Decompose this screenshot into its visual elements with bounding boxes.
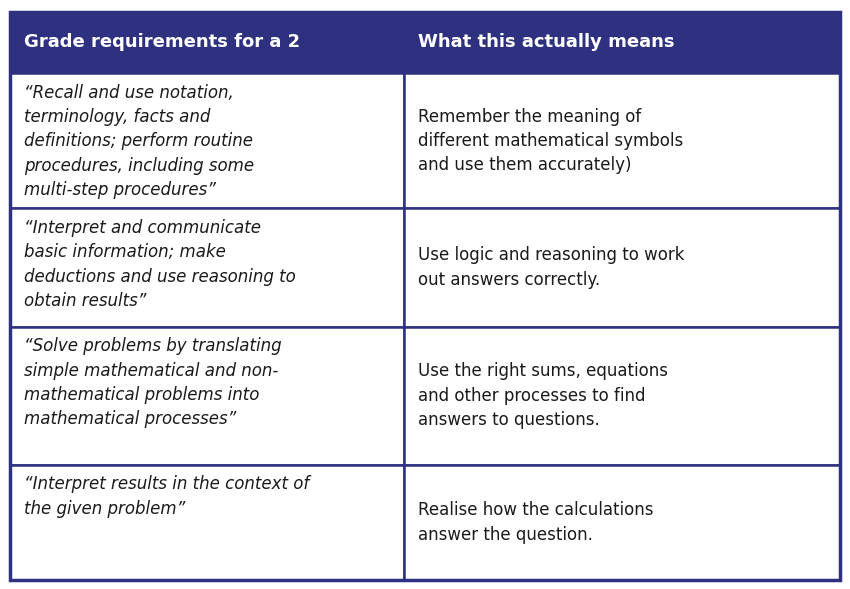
Bar xyxy=(405,327,840,465)
Bar xyxy=(10,73,405,209)
Text: Use logic and reasoning to work
out answers correctly.: Use logic and reasoning to work out answ… xyxy=(418,246,684,289)
Bar xyxy=(10,209,405,327)
Bar xyxy=(10,12,405,73)
Bar xyxy=(405,465,840,580)
Text: Realise how the calculations
answer the question.: Realise how the calculations answer the … xyxy=(418,501,654,544)
Text: “Recall and use notation,
terminology, facts and
definitions; perform routine
pr: “Recall and use notation, terminology, f… xyxy=(24,84,254,199)
Bar xyxy=(405,73,840,209)
Text: What this actually means: What this actually means xyxy=(418,34,674,51)
Text: “Interpret and communicate
basic information; make
deductions and use reasoning : “Interpret and communicate basic informa… xyxy=(24,219,296,310)
Bar xyxy=(10,465,405,580)
Bar xyxy=(10,327,405,465)
Text: Grade requirements for a 2: Grade requirements for a 2 xyxy=(24,34,300,51)
Text: “Solve problems by translating
simple mathematical and non-
mathematical problem: “Solve problems by translating simple ma… xyxy=(24,337,281,428)
Bar xyxy=(405,209,840,327)
Text: Use the right sums, equations
and other processes to find
answers to questions.: Use the right sums, equations and other … xyxy=(418,362,668,429)
Text: Remember the meaning of
different mathematical symbols
and use them accurately): Remember the meaning of different mathem… xyxy=(418,108,683,174)
Bar xyxy=(405,12,840,73)
Text: “Interpret results in the context of
the given problem”: “Interpret results in the context of the… xyxy=(24,475,309,518)
